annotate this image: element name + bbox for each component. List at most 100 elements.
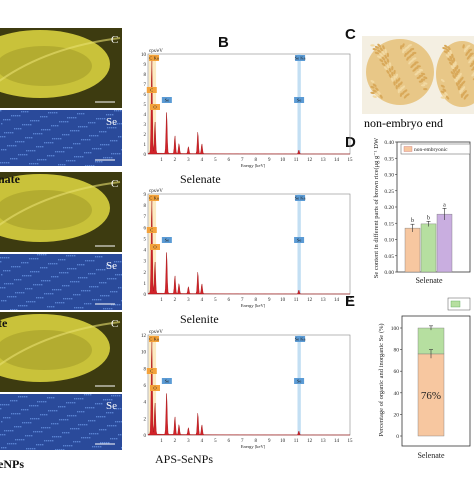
- spectrum-ylabel: cps/eV: [149, 330, 163, 335]
- spectrum-xtick: 6: [228, 439, 231, 444]
- spectrum-xtick: 11: [294, 439, 299, 444]
- spectrum-ytick: 7: [144, 83, 147, 88]
- spectrum-xtick: 1: [160, 158, 163, 163]
- spectrum-xtick: 2: [174, 158, 177, 163]
- spectrum-ytick: 10: [141, 53, 147, 58]
- se-peak-band: [297, 54, 300, 154]
- chart-d-legend-label: non-embryonic: [414, 147, 448, 153]
- chart-d-ytick: 0.10: [384, 238, 394, 244]
- spectrum-ylabel: cps/eV: [149, 49, 163, 54]
- se-ka-label: Se Ka: [295, 56, 306, 61]
- chart-d-ytick: 0.15: [384, 221, 394, 227]
- spectrum-xtick: 5: [214, 158, 217, 163]
- chart-d-bar: [437, 214, 452, 272]
- chart-e-category: Selenate: [417, 451, 445, 460]
- selenium-map: [0, 254, 122, 310]
- spectrum-xtick: 13: [321, 298, 327, 303]
- chart-d-legend-swatch: [404, 147, 412, 152]
- spectrum-ytick: 3: [144, 260, 147, 265]
- spectrum-xtick: 13: [321, 439, 327, 444]
- spectrum-xtick: 3: [187, 439, 190, 444]
- spectrum-ylabel: cps/eV: [149, 189, 163, 194]
- rice-grain: [393, 76, 395, 80]
- spectrum-ytick: 4: [144, 401, 147, 406]
- se-peak-band: [297, 335, 300, 435]
- c-ka-label: C Ka: [149, 337, 158, 342]
- spectrum-ytick: 10: [141, 351, 147, 356]
- se-l-label: Se: [165, 238, 170, 243]
- spectrum-ytick: 6: [144, 93, 147, 98]
- spectrum-ytick: 2: [144, 133, 147, 138]
- row-label-selenite: te: [0, 316, 7, 331]
- se-k-label: Se: [297, 98, 302, 103]
- spectrum-ytick: 0: [144, 434, 147, 439]
- spectrum-ytick: 5: [144, 103, 147, 108]
- spectrum-ytick: 3: [144, 123, 147, 128]
- chart-d-sig-letter: a: [443, 202, 446, 208]
- chart-d-ytick: 0.25: [384, 189, 394, 195]
- se-k-label: Se: [297, 379, 302, 384]
- spectrum-xtick: 12: [307, 439, 313, 444]
- spectrum-xtick: 1: [160, 439, 163, 444]
- spectrum-ytick: 1: [144, 143, 147, 148]
- spectrum-ytick: 7: [144, 215, 147, 220]
- spectrum-xtick: 9: [268, 298, 271, 303]
- chart-d-sig-letter: b: [411, 218, 414, 224]
- spectrum-ytick: 6: [144, 226, 147, 231]
- map-label-se: Se: [106, 260, 117, 272]
- chart-d-category: Selenate: [415, 276, 443, 285]
- map-label-se: Se: [106, 400, 117, 412]
- spectrum-xlabel: Energy [keV]: [241, 163, 266, 168]
- spectrum-ytick: 4: [144, 113, 147, 118]
- selenium-map: [0, 394, 122, 450]
- se-k-label: Se: [297, 238, 302, 243]
- c-ka-label: C Ka: [149, 196, 158, 201]
- chart-e-ytick: 40: [394, 391, 400, 397]
- spectrum-ytick: 8: [144, 204, 147, 209]
- map-label-c: C: [111, 178, 118, 190]
- chart-d-ytick: 0.40: [384, 140, 394, 146]
- spectrum-name-selenite: Selenite: [180, 312, 219, 327]
- spectrum-xtick: 10: [280, 298, 286, 303]
- c-label: C: [150, 88, 153, 93]
- selenium-map: [0, 110, 122, 166]
- carbon-map: [0, 28, 122, 108]
- spectrum-frame: [148, 335, 350, 435]
- spectrum-xtick: 6: [228, 298, 231, 303]
- chart-d-ylabel: Se content in different parts of brown r…: [373, 138, 380, 278]
- c-label: C: [150, 369, 153, 374]
- spectrum-xtick: 3: [187, 158, 190, 163]
- se-l-label: Se: [165, 98, 170, 103]
- spectrum-xlabel: Energy [keV]: [241, 444, 266, 449]
- chart-e-ytick: 80: [394, 348, 400, 354]
- spectrum-xtick: 14: [334, 439, 340, 444]
- spectrum-xtick: 12: [307, 158, 313, 163]
- chart-d-sig-letter: b: [427, 215, 430, 221]
- spectrum-xtick: 11: [294, 298, 299, 303]
- spectrum-trace: [148, 201, 350, 294]
- row-label-aps-senps: eNPs: [0, 457, 24, 472]
- map-label-c: C: [111, 34, 118, 46]
- map-label-se: Se: [106, 116, 117, 128]
- spectrum-trace: [148, 61, 350, 154]
- chart-e-ytick: 60: [394, 369, 400, 375]
- spectrum-xtick: 10: [280, 158, 286, 163]
- spectrum-trace: [148, 342, 350, 435]
- chart-e-value-label: 76%: [421, 390, 441, 402]
- chart-d-ytick: 0.05: [384, 254, 394, 260]
- spectrum-xtick: 4: [201, 158, 204, 163]
- chart-e-ytick: 20: [394, 412, 400, 418]
- map-label-c: C: [111, 318, 118, 330]
- spectrum-ytick: 8: [144, 367, 147, 372]
- spectrum-ytick: 8: [144, 73, 147, 78]
- spectrum-xtick: 9: [268, 158, 271, 163]
- spectrum-name-selenate: Selenate: [180, 172, 221, 187]
- spectrum-ytick: 6: [144, 384, 147, 389]
- spectrum-xtick: 6: [228, 158, 231, 163]
- chart-e-ylabel: Percentage of organic and inorganic Se (…: [378, 323, 385, 436]
- spectrum-xtick: 9: [268, 439, 271, 444]
